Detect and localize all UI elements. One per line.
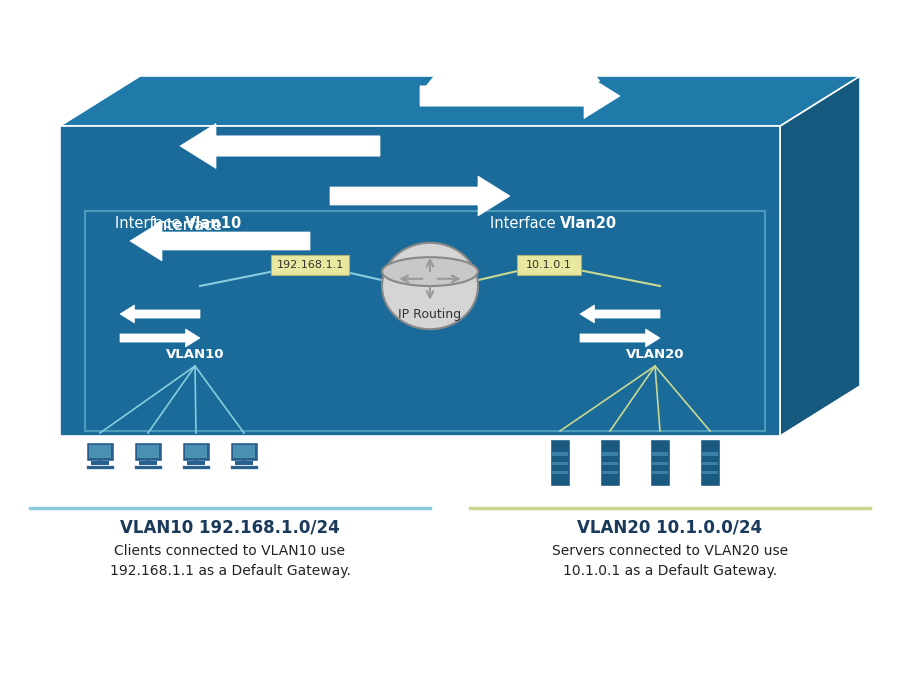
FancyBboxPatch shape [230, 442, 257, 461]
Polygon shape [179, 123, 380, 169]
FancyBboxPatch shape [187, 461, 205, 465]
Polygon shape [329, 176, 510, 216]
Text: Clients connected to VLAN10 use: Clients connected to VLAN10 use [115, 544, 345, 558]
FancyBboxPatch shape [134, 442, 161, 461]
FancyBboxPatch shape [552, 452, 567, 456]
Text: VLAN20: VLAN20 [625, 348, 684, 361]
Text: Servers connected to VLAN20 use: Servers connected to VLAN20 use [551, 544, 787, 558]
Text: Vlan20: Vlan20 [559, 217, 616, 231]
Polygon shape [120, 329, 199, 347]
Text: IP Routing: IP Routing [398, 308, 461, 321]
Polygon shape [130, 221, 309, 261]
FancyBboxPatch shape [134, 465, 161, 469]
Text: 10.1.0.1 as a Default Gateway.: 10.1.0.1 as a Default Gateway. [562, 564, 777, 578]
Text: 192.168.1.1: 192.168.1.1 [276, 260, 344, 270]
FancyBboxPatch shape [137, 445, 159, 458]
FancyBboxPatch shape [602, 452, 617, 456]
Polygon shape [729, 268, 754, 366]
Polygon shape [779, 76, 859, 436]
FancyBboxPatch shape [649, 439, 669, 486]
Polygon shape [60, 76, 859, 126]
Text: VLAN10 192.168.1.0/24: VLAN10 192.168.1.0/24 [120, 519, 339, 537]
Polygon shape [110, 286, 270, 366]
Ellipse shape [382, 243, 477, 329]
FancyBboxPatch shape [651, 462, 667, 465]
FancyBboxPatch shape [552, 471, 567, 474]
FancyBboxPatch shape [87, 442, 114, 461]
FancyBboxPatch shape [182, 442, 209, 461]
FancyBboxPatch shape [182, 465, 209, 469]
Text: Interface: Interface [489, 217, 559, 231]
Text: VLAN10: VLAN10 [166, 348, 224, 361]
FancyBboxPatch shape [602, 462, 617, 465]
FancyBboxPatch shape [185, 445, 207, 458]
Polygon shape [419, 73, 620, 119]
FancyBboxPatch shape [230, 465, 257, 469]
FancyBboxPatch shape [651, 471, 667, 474]
Polygon shape [569, 286, 729, 366]
Polygon shape [280, 47, 445, 75]
FancyBboxPatch shape [89, 445, 111, 458]
FancyBboxPatch shape [271, 255, 348, 275]
FancyBboxPatch shape [651, 452, 667, 456]
Polygon shape [110, 268, 295, 286]
Polygon shape [424, 66, 599, 96]
FancyBboxPatch shape [233, 445, 254, 458]
Polygon shape [579, 329, 659, 347]
Text: Interface: Interface [115, 217, 185, 231]
FancyBboxPatch shape [599, 439, 620, 486]
FancyBboxPatch shape [702, 452, 717, 456]
Text: Interface: Interface [153, 219, 226, 233]
FancyBboxPatch shape [699, 439, 720, 486]
Polygon shape [569, 268, 754, 286]
FancyBboxPatch shape [91, 461, 109, 465]
FancyBboxPatch shape [235, 461, 253, 465]
FancyBboxPatch shape [139, 461, 157, 465]
Text: Vlan10: Vlan10 [185, 217, 242, 231]
FancyBboxPatch shape [552, 462, 567, 465]
Text: 192.168.1.1 as a Default Gateway.: 192.168.1.1 as a Default Gateway. [109, 564, 350, 578]
Text: VLAN20 10.1.0.0/24: VLAN20 10.1.0.0/24 [576, 519, 761, 537]
Polygon shape [270, 268, 295, 366]
Polygon shape [60, 126, 779, 436]
FancyBboxPatch shape [87, 465, 114, 469]
Text: 10.1.0.1: 10.1.0.1 [526, 260, 571, 270]
FancyBboxPatch shape [702, 471, 717, 474]
Ellipse shape [382, 257, 477, 286]
FancyBboxPatch shape [85, 211, 764, 431]
FancyBboxPatch shape [702, 462, 717, 465]
FancyBboxPatch shape [602, 471, 617, 474]
FancyBboxPatch shape [517, 255, 580, 275]
Text: Interface: Interface [153, 219, 226, 233]
Polygon shape [579, 305, 659, 323]
Polygon shape [120, 305, 199, 323]
FancyBboxPatch shape [549, 439, 569, 486]
